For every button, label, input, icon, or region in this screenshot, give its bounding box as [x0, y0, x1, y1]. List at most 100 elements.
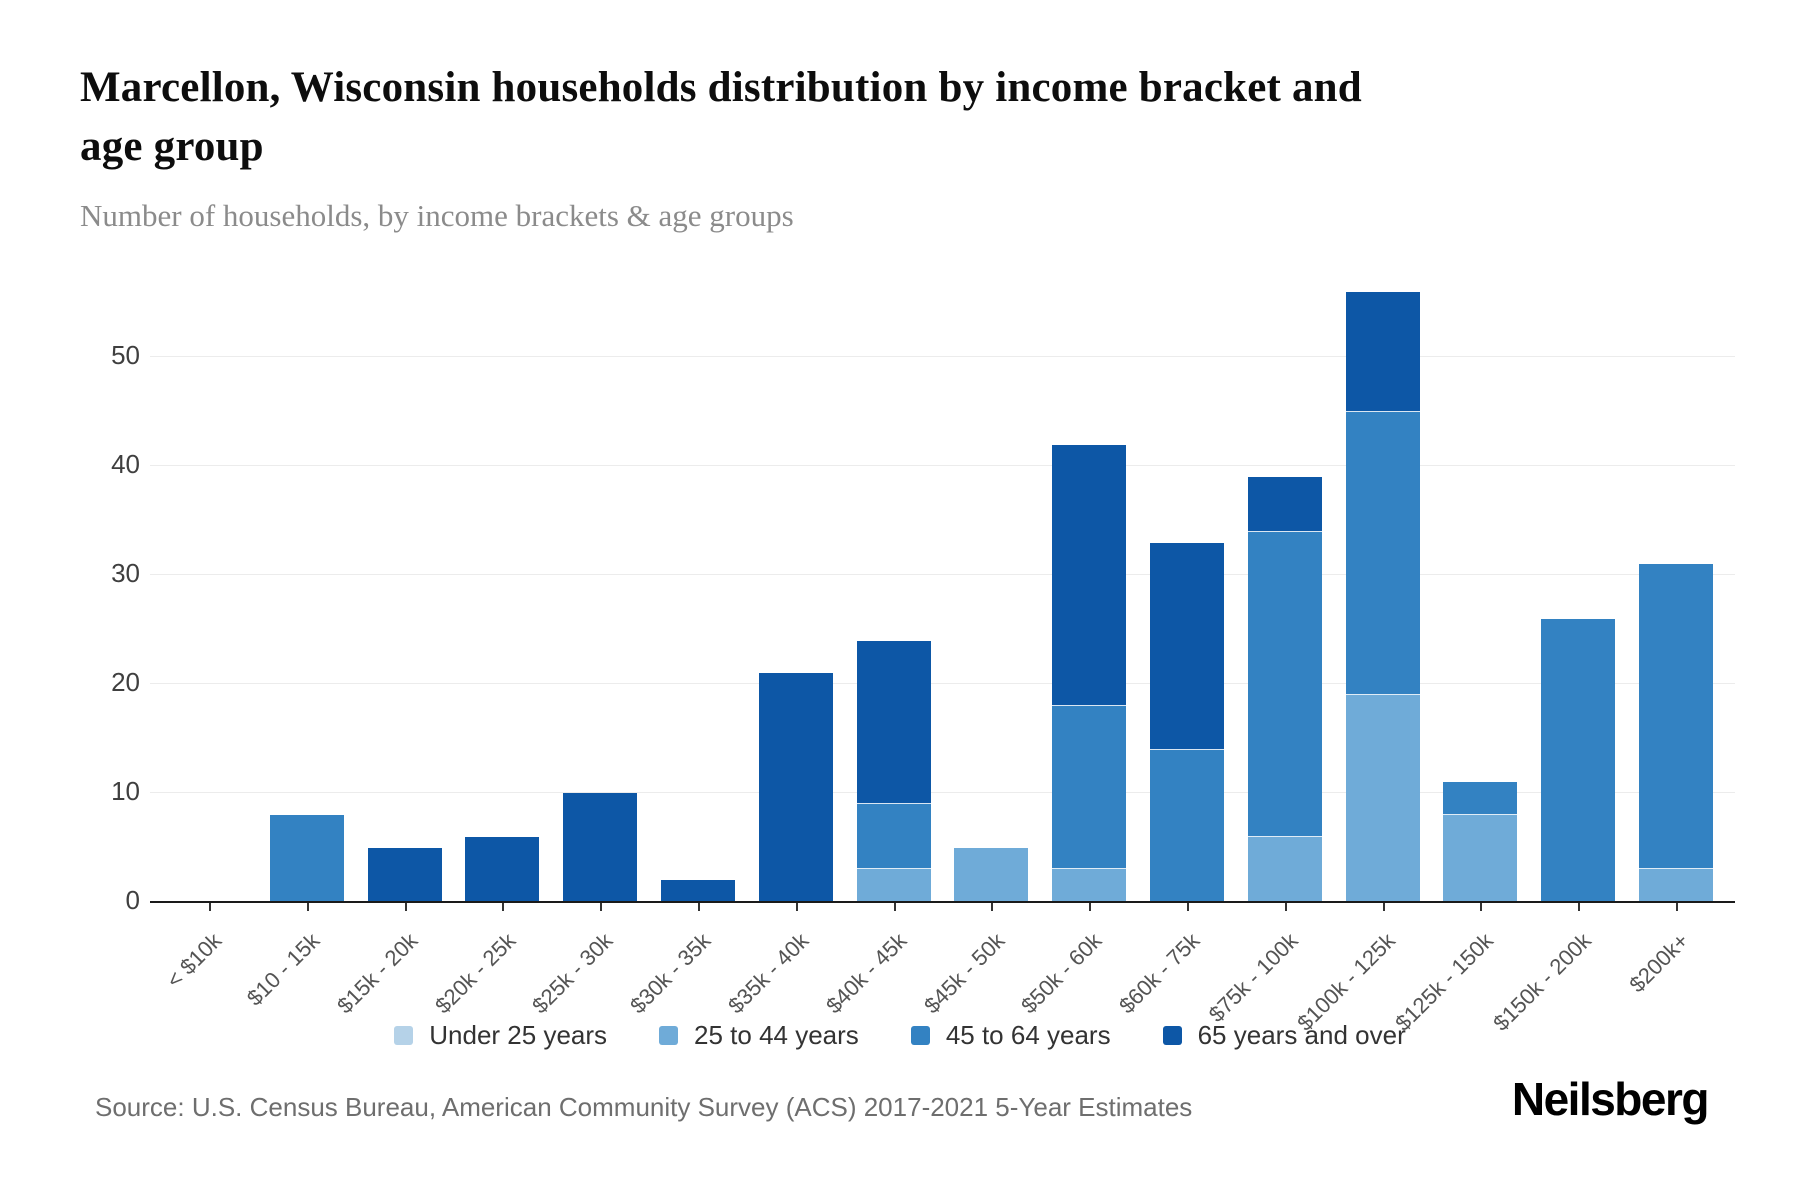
legend-label: 45 to 64 years: [945, 1020, 1111, 1050]
legend-item[interactable]: 65 years and over: [1162, 1020, 1406, 1051]
y-tick-label-30: 30: [111, 558, 140, 589]
bar-segment[interactable]: [1345, 292, 1420, 412]
bar-segment[interactable]: [563, 793, 638, 902]
bar-segment[interactable]: [1247, 836, 1322, 902]
legend-item[interactable]: Under 25 years: [394, 1020, 607, 1051]
title-line-1: Marcellon, Wisconsin households distribu…: [80, 64, 1362, 111]
x-tickmark: [795, 903, 798, 911]
bar-segment[interactable]: [1052, 705, 1127, 870]
bar-slots: < $10k $10 - 15k $15k - 20k $20k - 25k $25k …: [160, 292, 1725, 1036]
bar-segment[interactable]: [1247, 477, 1322, 532]
bar-slot: $125k - 150k: [1391, 292, 1530, 1036]
bar-segment[interactable]: [1052, 869, 1127, 902]
gridline-30: [150, 574, 1735, 576]
bar-segment[interactable]: [856, 803, 931, 870]
bar-$25k - 30k[interactable]: [563, 793, 638, 902]
bar-slot: $150k - 200k: [1488, 292, 1627, 1036]
bar-segment[interactable]: [1541, 618, 1616, 902]
bar-segment[interactable]: [856, 640, 931, 804]
legend-item[interactable]: 45 to 64 years: [910, 1020, 1111, 1051]
bar-$60k - 75k[interactable]: [1150, 542, 1225, 902]
bar-segment[interactable]: [856, 869, 931, 902]
bar-segment[interactable]: [1639, 869, 1714, 902]
bar-$100k - 125k[interactable]: [1345, 292, 1420, 902]
bar-slot: $25k - 30k: [528, 292, 649, 1018]
chart-subtitle: Number of households, by income brackets…: [80, 198, 794, 233]
legend-swatch: [394, 1026, 414, 1045]
bar-segment[interactable]: [1150, 542, 1225, 750]
bar-segment[interactable]: [1639, 564, 1714, 870]
bar-slot: $35k - 40k: [723, 292, 845, 1018]
bar-segment[interactable]: [465, 836, 540, 902]
x-category-label: $35k - 40k: [723, 928, 814, 1019]
bar-slot: $50k - 60k: [1017, 292, 1138, 1018]
bar-$10 - 15k[interactable]: [269, 814, 344, 902]
bar-$40k - 45k[interactable]: [856, 640, 931, 902]
bar-segment[interactable]: [1443, 814, 1518, 902]
bar-segment[interactable]: [1052, 444, 1127, 706]
bar-$125k - 150k[interactable]: [1443, 782, 1518, 902]
x-tickmark: [1382, 903, 1385, 911]
bar-$35k - 40k[interactable]: [758, 673, 833, 902]
bar-segment[interactable]: [1443, 782, 1518, 815]
x-category-label: $45k - 50k: [918, 928, 1010, 1019]
bar-segment[interactable]: [1150, 749, 1225, 902]
bar-slot: $40k - 45k: [821, 292, 943, 1018]
bar-slot: $60k - 75k: [1114, 292, 1236, 1018]
bar-$20k - 25k[interactable]: [465, 836, 540, 902]
bar-segment[interactable]: [1345, 411, 1420, 696]
bar-segment[interactable]: [1345, 695, 1420, 902]
x-tickmark: [1578, 903, 1581, 911]
x-tickmark: [306, 903, 309, 911]
x-tickmark: [1187, 903, 1190, 911]
legend-item[interactable]: 25 to 44 years: [659, 1020, 859, 1051]
bar-segment[interactable]: [269, 814, 344, 902]
x-category-label: $10 - 15k: [241, 928, 325, 1011]
bar-$200k+[interactable]: [1639, 564, 1714, 902]
bar-segment[interactable]: [1247, 531, 1322, 837]
source-note: Source: U.S. Census Bureau, American Com…: [95, 1092, 1193, 1122]
x-category-label: < $10k: [161, 928, 227, 993]
bar-segment[interactable]: [660, 880, 735, 902]
y-tick-label-10: 10: [111, 776, 140, 807]
bar-$50k - 60k[interactable]: [1052, 444, 1127, 902]
x-category-label: $75k - 100k: [1203, 928, 1303, 1027]
x-tickmark: [600, 903, 603, 911]
bar-slot: $15k - 20k: [332, 292, 454, 1018]
bar-slot: $75k - 100k: [1204, 292, 1334, 1027]
y-tick-label-0: 0: [125, 885, 140, 915]
bar-segment[interactable]: [367, 847, 442, 902]
page-title: Marcellon, Wisconsin households distribu…: [80, 58, 1680, 177]
bar-slot: $20k - 25k: [430, 292, 551, 1018]
x-axis-line: [150, 901, 1735, 903]
x-category-label: $50k - 60k: [1016, 928, 1107, 1019]
legend-label: 25 to 44 years: [694, 1020, 859, 1050]
x-tickmark: [1089, 903, 1092, 911]
bar-$75k - 100k[interactable]: [1247, 477, 1322, 902]
x-tickmark: [208, 903, 211, 911]
x-tickmark: [404, 903, 407, 911]
x-category-label: $20k - 25k: [429, 928, 521, 1019]
x-category-label: $60k - 75k: [1114, 928, 1205, 1019]
x-tickmark: [697, 903, 700, 911]
bar-$150k - 200k[interactable]: [1541, 618, 1616, 902]
bar-$45k - 50k[interactable]: [954, 847, 1029, 902]
x-tickmark: [502, 903, 505, 911]
plot-area: < $10k $10 - 15k $15k - 20k $20k - 25k $25k …: [150, 292, 1735, 1036]
bar-$15k - 20k[interactable]: [367, 847, 442, 902]
legend: Under 25 years 25 to 44 years 45 to 64 yea…: [0, 1020, 1800, 1051]
x-category-label: $40k - 45k: [820, 928, 912, 1019]
bar-slot: $30k - 35k: [625, 292, 747, 1018]
x-category-label: $30k - 35k: [625, 928, 716, 1019]
gridline-10: [150, 792, 1735, 794]
bar-slot: $45k - 50k: [919, 292, 1041, 1018]
x-tickmark: [1284, 903, 1287, 911]
bar-$30k - 35k[interactable]: [660, 880, 735, 902]
bar-segment[interactable]: [758, 673, 833, 902]
x-tickmark: [1676, 903, 1679, 911]
gridline-20: [150, 683, 1735, 685]
title-line-2: age group: [80, 123, 264, 171]
bar-segment[interactable]: [954, 847, 1029, 902]
gridline-40: [150, 465, 1735, 467]
